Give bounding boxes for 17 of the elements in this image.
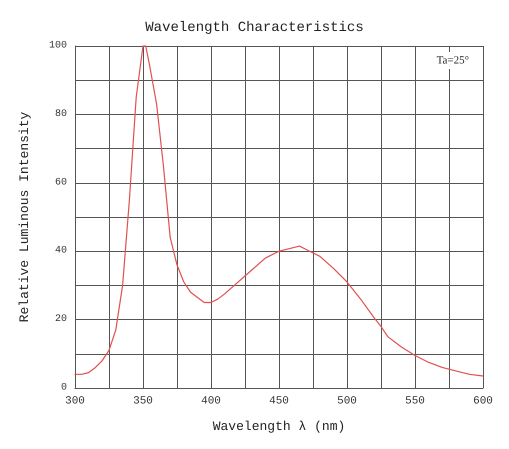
y-tick-label: 80 bbox=[54, 108, 67, 120]
x-tick-label: 450 bbox=[269, 396, 289, 408]
x-tick-label: 400 bbox=[201, 396, 221, 408]
annotation: Ta=25° bbox=[436, 54, 469, 66]
y-tick-label: 0 bbox=[60, 382, 67, 394]
x-tick-label: 500 bbox=[337, 396, 357, 408]
y-tick-label: 60 bbox=[54, 177, 67, 188]
x-tick-label: 600 bbox=[473, 396, 493, 408]
chart-title: Wavelength Characteristics bbox=[145, 20, 364, 36]
x-tick-label: 550 bbox=[405, 396, 425, 408]
x-axis-title: Wavelength λ (nm) bbox=[212, 419, 346, 434]
x-tick-label: 300 bbox=[65, 396, 85, 408]
x-tick-label: 350 bbox=[133, 396, 153, 408]
y-tick-label: 100 bbox=[48, 40, 67, 52]
y-tick-label: 20 bbox=[54, 314, 67, 326]
y-axis-title: Relative Luminous Intensity bbox=[17, 111, 32, 322]
y-tick-label: 40 bbox=[54, 246, 67, 257]
